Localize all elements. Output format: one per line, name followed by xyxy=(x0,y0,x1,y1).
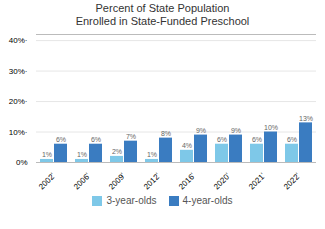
svg-text:2016ʼ: 2016ʼ xyxy=(177,171,197,191)
svg-text:2002ʼ: 2002ʼ xyxy=(37,171,57,191)
svg-text:4%: 4% xyxy=(182,142,192,149)
svg-text:6%: 6% xyxy=(91,136,101,143)
svg-text:2020ʼ: 2020ʼ xyxy=(212,171,232,191)
svg-text:2021ʼ: 2021ʼ xyxy=(247,171,267,191)
svg-text:1%: 1% xyxy=(77,151,87,158)
svg-text:9%: 9% xyxy=(196,127,206,134)
svg-text:2022ʼ: 2022ʼ xyxy=(282,171,302,191)
svg-text:2%: 2% xyxy=(112,148,122,155)
svg-text:2009ʼ: 2009ʼ xyxy=(107,171,127,191)
svg-text:7%: 7% xyxy=(126,133,136,140)
svg-text:20%·: 20%· xyxy=(9,97,28,106)
svg-text:13%: 13% xyxy=(299,115,313,122)
svg-text:6%: 6% xyxy=(217,136,227,143)
svg-text:6%: 6% xyxy=(252,136,262,143)
svg-text:10%·: 10%· xyxy=(9,128,28,137)
svg-text:8%: 8% xyxy=(161,130,171,137)
svg-text:2006ʼ: 2006ʼ xyxy=(72,171,92,191)
html-text:4-year-olds: 4-year-olds xyxy=(182,195,233,206)
svg-text:6%: 6% xyxy=(56,136,66,143)
svg-text:9%: 9% xyxy=(231,127,241,134)
html-text:Percent of State Population En: Percent of State Population Enrolled in … xyxy=(75,2,250,27)
svg-text:1%: 1% xyxy=(42,151,52,158)
svg-text:1%: 1% xyxy=(147,151,157,158)
svg-text:2012ʼ: 2012ʼ xyxy=(142,171,162,191)
svg-text:30%·: 30%· xyxy=(9,67,28,76)
svg-text:0%: 0% xyxy=(16,158,28,167)
html-text:3-year-olds: 3-year-olds xyxy=(106,195,157,206)
svg-text:40%·: 40%· xyxy=(9,36,28,45)
svg-text:10%: 10% xyxy=(264,124,278,131)
svg-text:6%: 6% xyxy=(287,136,297,143)
